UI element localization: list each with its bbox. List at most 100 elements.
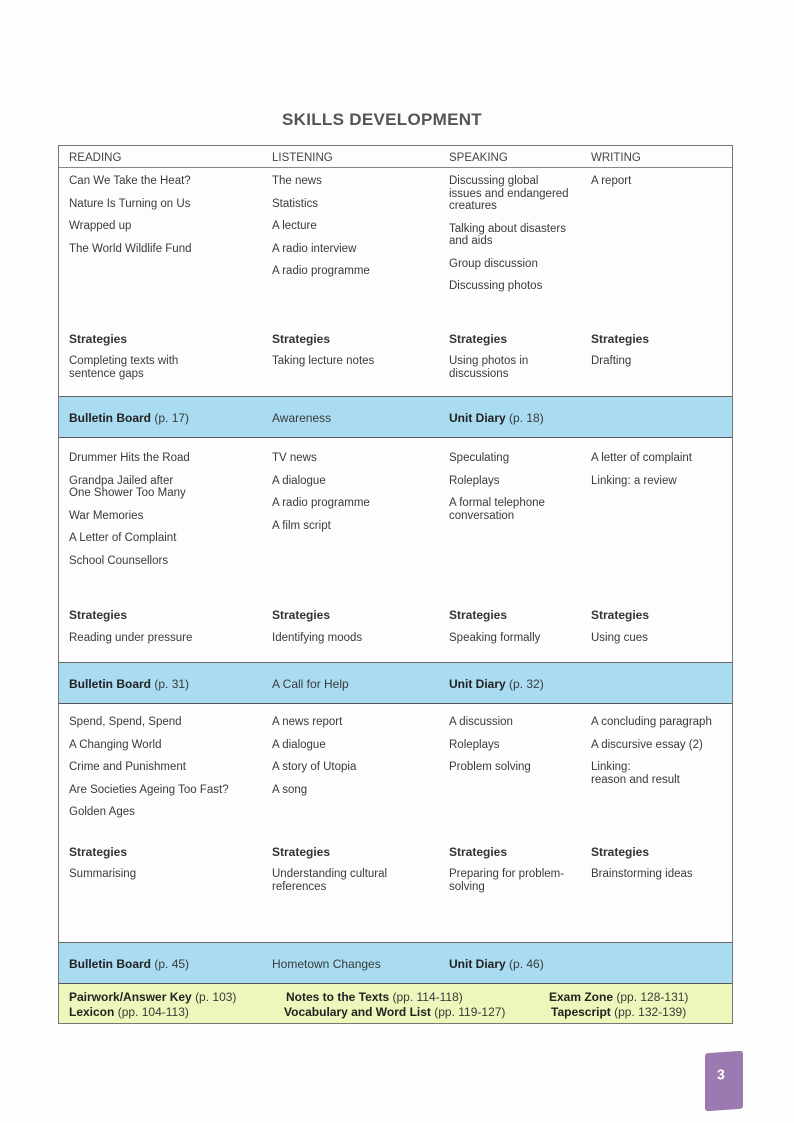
unit-column: A letter of complaint Linking: a review [591, 452, 731, 497]
footer-item: Vocabulary and Word List (pp. 119-127) [284, 1005, 506, 1019]
strategies-heading: Strategies [272, 845, 331, 859]
page-number-badge: 3 [705, 1050, 743, 1112]
list-item: Roleplays [449, 738, 500, 751]
unit-column: TV news A dialogue A radio programme A film… [272, 452, 442, 542]
strategy-item: Using photos in discussions [449, 355, 529, 380]
bulletin-label: Bulletin Board [69, 411, 152, 425]
list-item: A formal telephone conversation [449, 497, 545, 522]
list-item: A report [591, 175, 632, 187]
list-item: Crime and Punishment [69, 761, 186, 773]
unit-band: Bulletin Board (p. 31) A Call for Help Uni… [59, 663, 732, 704]
header-listening: LISTENING [272, 152, 333, 164]
list-item: The World Wildlife Fund [69, 242, 192, 255]
footer-references: Pairwork/Answer Key (p. 103) Lexicon (pp… [59, 983, 732, 1023]
list-item: A discussion [449, 716, 513, 728]
unit-column: Discussing global issues and endangered … [449, 175, 619, 303]
list-item: Drummer Hits the Road [69, 452, 190, 464]
strategies-heading: Strategies [449, 845, 508, 859]
list-item: A lecture [272, 220, 317, 232]
list-item: A dialogue [272, 474, 326, 487]
list-item: Spend, Spend, Spend [69, 716, 182, 728]
list-item: Linking: reason and result [591, 761, 680, 786]
diary-label: Unit Diary [449, 957, 506, 971]
strategy-item: Using cues [591, 632, 648, 644]
strategy-item: Summarising [69, 868, 137, 880]
list-item: A concluding paragraph [591, 716, 712, 728]
page-number: 3 [717, 1065, 725, 1083]
bulletin-board: Bulletin Board (p. 31) [69, 677, 189, 691]
list-item: A dialogue [272, 738, 326, 751]
list-item: Discussing photos [449, 280, 543, 292]
list-item: Grandpa Jailed after One Shower Too Many [69, 474, 186, 500]
list-item: A Changing World [69, 738, 162, 751]
unit-column: A report [591, 175, 731, 198]
list-item: Nature Is Turning on Us [69, 197, 191, 210]
list-item: A news report [272, 716, 343, 728]
strategies-heading: Strategies [591, 608, 650, 622]
list-item: Wrapped up [69, 220, 132, 232]
footer-item: Exam Zone (pp. 128-131) [549, 990, 689, 1004]
bulletin-page: (p. 17) [154, 411, 190, 425]
diary-page: (p. 46) [509, 957, 544, 971]
unit-column: Can We Take the Heat? Nature Is Turning o… [69, 175, 239, 265]
unit-column: Drummer Hits the Road Grandpa Jailed afte… [69, 452, 239, 577]
header-speaking: SPEAKING [449, 152, 508, 164]
list-item: A radio programme [272, 497, 370, 509]
list-item: Are Societies Ageing Too Fast? [69, 783, 229, 796]
list-item: A radio interview [272, 242, 357, 255]
strategies-heading: Strategies [449, 332, 508, 346]
unit-diary: Unit Diary (p. 32) [449, 677, 544, 691]
unit-column: Speculating Roleplays A formal telephone c… [449, 452, 619, 532]
list-item: A story of Utopia [272, 761, 357, 773]
list-item: A radio programme [272, 265, 370, 277]
unit-block-divider [59, 704, 732, 943]
strategies-heading: Strategies [69, 332, 128, 346]
list-item: Talking about disasters and aids [449, 222, 566, 248]
strategies-heading: Strategies [69, 608, 128, 622]
list-item: Golden Ages [69, 806, 135, 818]
footer-item: Notes to the Texts (pp. 114-118) [286, 990, 463, 1004]
diary-label: Unit Diary [449, 411, 506, 425]
unit-column: A concluding paragraph A discursive essay… [591, 716, 731, 796]
list-item: School Counsellors [69, 554, 169, 567]
diary-page: (p. 32) [509, 677, 544, 691]
list-item: Problem solving [449, 761, 531, 773]
bulletin-page: (p. 45) [154, 957, 190, 971]
unit-band: Bulletin Board (p. 17) Awareness Unit Diar… [59, 397, 732, 438]
header-reading: READING [69, 152, 122, 164]
list-item: TV news [272, 452, 317, 464]
strategy-item: Reading under pressure [69, 632, 193, 644]
strategy-item: Completing texts with sentence gaps [69, 355, 179, 380]
unit-column: Spend, Spend, Spend A Changing World Crime… [69, 716, 239, 829]
diary-label: Unit Diary [449, 677, 506, 691]
unit-column: The news Statistics A lecture A radio inter… [272, 175, 442, 288]
list-item: Can We Take the Heat? [69, 175, 191, 187]
bulletin-board: Bulletin Board (p. 17) [69, 411, 189, 425]
strategies-heading: Strategies [591, 845, 650, 859]
strategies-heading: Strategies [69, 845, 128, 859]
list-item: Group discussion [449, 257, 538, 270]
band-topic: Awareness [272, 411, 332, 425]
strategies-heading: Strategies [591, 332, 650, 346]
unit-diary: Unit Diary (p. 46) [449, 957, 544, 971]
bulletin-label: Bulletin Board [69, 677, 152, 691]
footer-item: Tapescript (pp. 132-139) [551, 1005, 687, 1019]
header-writing: WRITING [591, 152, 641, 164]
page-title: SKILLS DEVELOPMENT [282, 110, 482, 129]
strategies-heading: Strategies [272, 332, 331, 346]
diary-page: (p. 18) [509, 411, 544, 425]
bulletin-label: Bulletin Board [69, 957, 152, 971]
unit-block-divider [59, 438, 732, 663]
strategy-item: Speaking formally [449, 632, 541, 644]
list-item: Discussing global issues and endangered … [449, 175, 569, 212]
unit-column: A discussion Roleplays Problem solving [449, 716, 619, 784]
band-topic: A Call for Help [272, 677, 349, 691]
strategy-item: Brainstorming ideas [591, 868, 693, 880]
unit-block-divider [59, 167, 732, 397]
list-item: A Letter of Complaint [69, 532, 177, 544]
skills-table: READING LISTENING SPEAKING WRITING Pairw… [58, 145, 733, 1024]
list-item: Statistics [272, 197, 319, 210]
strategy-item: Identifying moods [272, 632, 363, 644]
list-item: Roleplays [449, 474, 500, 487]
